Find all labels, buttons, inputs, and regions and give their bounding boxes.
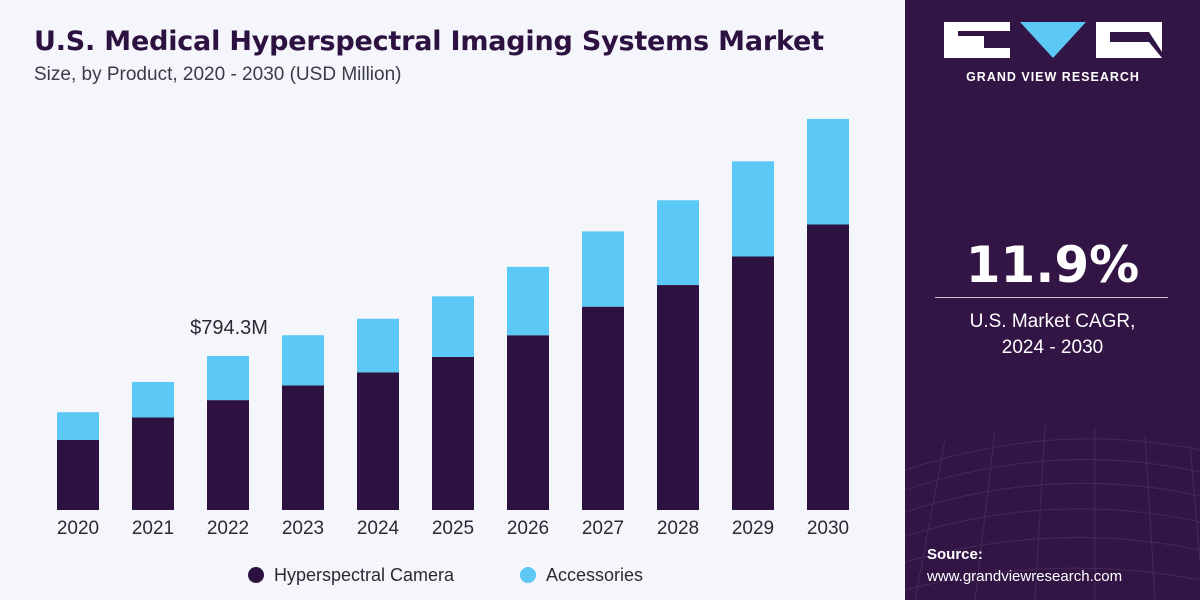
cagr-label: U.S. Market CAGR, 2024 - 2030 [905, 309, 1200, 361]
x-tick-label: 2029 [732, 518, 774, 539]
bar-accessories-2021 [132, 381, 174, 418]
legend-accessories-marker [520, 567, 536, 583]
bar-camera-2027 [582, 306, 624, 510]
bar-camera-2025 [432, 356, 474, 510]
source-label: Source: [927, 546, 983, 563]
bar-camera-2023 [282, 385, 324, 510]
x-tick-label: 2023 [282, 518, 324, 539]
x-tick-label: 2021 [132, 518, 174, 539]
mesh-decoration [905, 424, 1200, 600]
source-note: Source: www.grandviewresearch.com [927, 544, 1122, 588]
bar-accessories-2026 [507, 266, 549, 336]
bar-chart: 2020 2021 2022 $794.3M 2023 2024 2025 2026 2027 2… [57, 118, 849, 585]
legend-camera-marker [248, 567, 264, 583]
x-tick-label: 2022 [207, 518, 249, 539]
x-tick-label: 2020 [57, 518, 99, 539]
x-tick-label: 2024 [357, 518, 400, 539]
bar-accessories-2030 [807, 118, 849, 225]
bar-camera-2030 [807, 224, 849, 510]
bar-accessories-2020 [57, 412, 99, 440]
bar-camera-2026 [507, 335, 549, 510]
source-url[interactable]: www.grandviewresearch.com [927, 568, 1123, 585]
brand-logo: GRAND VIEW RESEARCH [944, 22, 1162, 90]
bar-camera-2028 [657, 285, 699, 510]
data-label: $794.3M [190, 317, 268, 339]
bar-accessories-2029 [732, 161, 774, 257]
bar-accessories-2022 [207, 355, 249, 401]
cagr-label-line2: 2024 - 2030 [1001, 337, 1104, 358]
x-tick-label: 2025 [432, 518, 474, 539]
bar-camera-2022 [207, 400, 249, 510]
logo-mark-icon [944, 22, 1162, 58]
chart-title: U.S. Medical Hyperspectral Imaging Syste… [34, 26, 824, 57]
bar-camera-2029 [732, 256, 774, 510]
legend-camera-label: Hyperspectral Camera [274, 565, 455, 585]
x-tick-label: 2028 [657, 518, 699, 539]
x-tick-label: 2030 [807, 518, 849, 539]
brand-name: GRAND VIEW RESEARCH [966, 70, 1140, 84]
cagr-label-line1: U.S. Market CAGR, [969, 311, 1136, 332]
chart-subtitle: Size, by Product, 2020 - 2030 (USD Milli… [34, 64, 402, 85]
x-tick-label: 2026 [507, 518, 549, 539]
bar-accessories-2024 [357, 318, 399, 373]
bar-accessories-2025 [432, 296, 474, 357]
legend-accessories-label: Accessories [546, 565, 643, 585]
bar-camera-2024 [357, 372, 399, 510]
bar-camera-2020 [57, 439, 99, 510]
bar-accessories-2027 [582, 231, 624, 307]
cagr-value: 11.9% [965, 236, 1140, 294]
bar-accessories-2023 [282, 335, 324, 386]
bar-camera-2021 [132, 417, 174, 510]
side-panel: GRAND VIEW RESEARCH 11.9% U.S. Market CA… [905, 0, 1200, 600]
cagr-divider [935, 297, 1168, 298]
bar-accessories-2028 [657, 200, 699, 286]
x-tick-label: 2027 [582, 518, 624, 539]
